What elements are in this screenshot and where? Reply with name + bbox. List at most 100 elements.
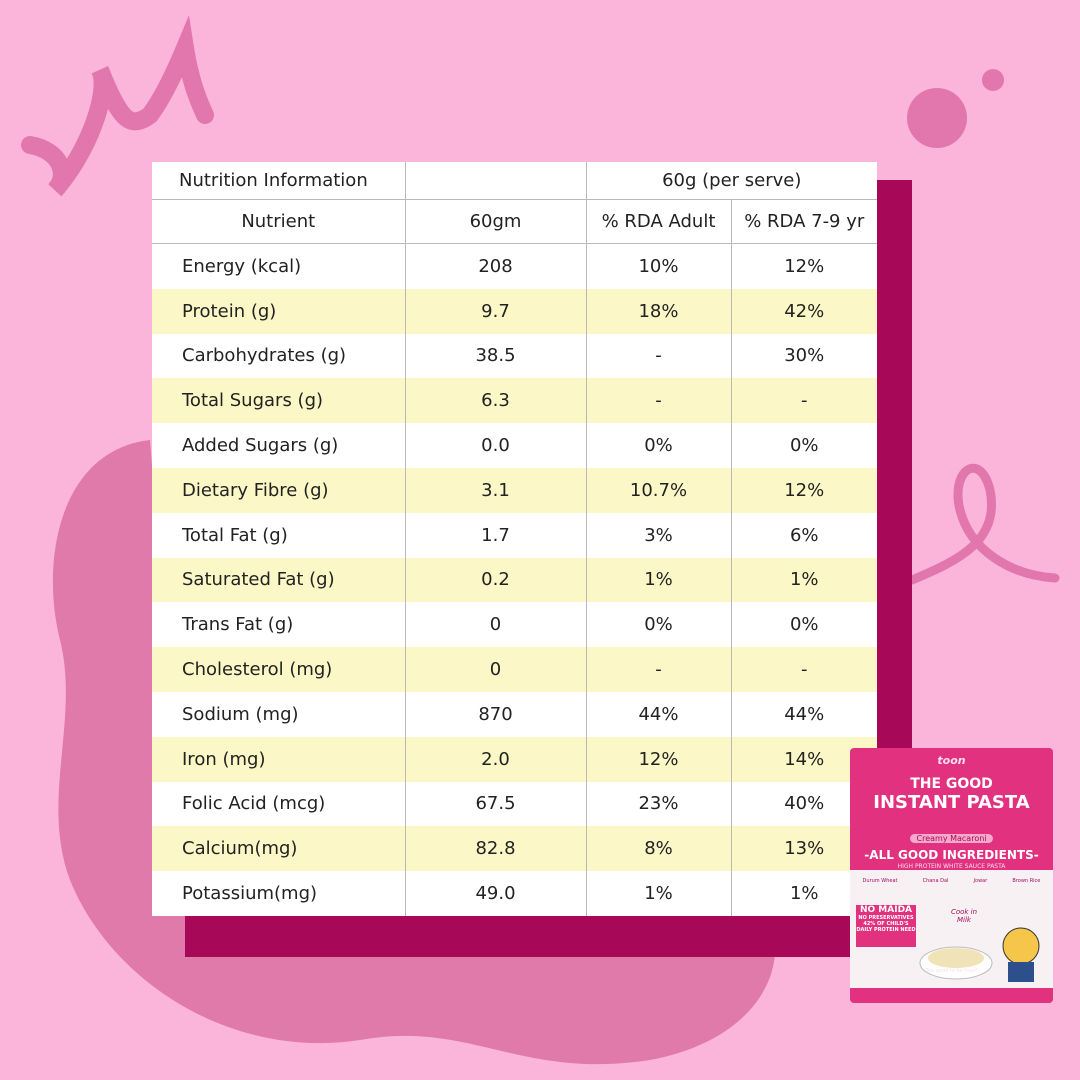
nutrient-name: Dietary Fibre (g) bbox=[152, 467, 406, 513]
nutrient-name: Total Fat (g) bbox=[152, 512, 406, 558]
pack-ingredients: Durum Wheat Chana Dal Jowar Brown Rice bbox=[850, 878, 1053, 884]
serve-header: 60g (per serve) bbox=[585, 162, 877, 200]
nutrient-value: 870 bbox=[405, 691, 587, 737]
nutrient-name: Total Sugars (g) bbox=[152, 378, 406, 424]
column-header: % RDA Adult bbox=[586, 199, 732, 244]
table-title: Nutrition Information bbox=[152, 162, 406, 200]
nutrient-value: - bbox=[586, 647, 732, 692]
nutrient-value: 44% bbox=[784, 703, 825, 725]
nutrition-table: Nutrition Information 60g (per serve) Nu… bbox=[152, 162, 877, 916]
table-row: Energy (kcal) 208 10% 12% bbox=[152, 243, 877, 289]
nutrient-value: 2.0 bbox=[405, 736, 587, 782]
nutrient-value: 10% bbox=[586, 243, 732, 289]
pack-headline: -ALL GOOD INGREDIENTS- bbox=[864, 848, 1039, 862]
nutrient-value: 1.7 bbox=[405, 512, 587, 558]
nutrient-value: 0% bbox=[789, 614, 819, 636]
nutrient-value: 38.5 bbox=[405, 333, 587, 379]
nutrient-value: 82.8 bbox=[405, 826, 587, 872]
nutrient-value: 1% bbox=[586, 871, 732, 916]
nutrient-value: 0 bbox=[405, 647, 587, 692]
nutrient-value: 208 bbox=[405, 243, 587, 289]
table-row: Dietary Fibre (g) 3.1 10.7% 12% bbox=[152, 467, 877, 513]
table-row: Added Sugars (g) 0.0 0% 0% bbox=[152, 423, 877, 468]
nutrient-value: 30% bbox=[784, 345, 825, 367]
nutrient-name: Calcium(mg) bbox=[152, 826, 406, 872]
dot bbox=[907, 88, 967, 148]
nutrient-name: Folic Acid (mcg) bbox=[152, 781, 406, 827]
dot bbox=[982, 69, 1004, 91]
nutrient-value: 0.2 bbox=[405, 557, 587, 603]
nutrient-name: Added Sugars (g) bbox=[152, 423, 406, 468]
table-row: Saturated Fat (g) 0.2 1% 1% bbox=[152, 557, 877, 603]
nutrient-value: 12% bbox=[784, 479, 825, 501]
table-row: Carbohydrates (g) 38.5- 30% bbox=[152, 333, 877, 379]
nutrient-name: Energy (kcal) bbox=[152, 243, 406, 289]
nutrient-value: 1% bbox=[789, 883, 819, 905]
nutrient-value: 23% bbox=[586, 781, 732, 827]
column-header: 60gm bbox=[405, 199, 587, 244]
empty-cell bbox=[405, 162, 586, 200]
table-row: Calcium(mg) 82.8 8% 13% bbox=[152, 826, 877, 872]
nutrient-name: Iron (mg) bbox=[152, 736, 406, 782]
nutrient-name: Cholesterol (mg) bbox=[152, 647, 406, 692]
squiggle bbox=[21, 15, 214, 197]
nutrient-name: Sodium (mg) bbox=[152, 691, 406, 737]
nutrient-value: 14% bbox=[784, 748, 825, 770]
header-row: Nutrition Information 60g (per serve) bbox=[152, 162, 877, 200]
nutrient-value: 9.7 bbox=[405, 288, 587, 334]
nutrient-value: 0% bbox=[789, 435, 819, 457]
table-row: Total Fat (g) 1.7 3% 6% bbox=[152, 512, 877, 558]
pack-variant: Creamy Macaroni bbox=[910, 834, 993, 843]
table-row: Cholesterol (mg) 0- - bbox=[152, 647, 877, 692]
table-row: Trans Fat (g) 0 0% 0% bbox=[152, 602, 877, 648]
ingredient: Brown Rice bbox=[1012, 878, 1041, 884]
badge-note: NO PRESERVATIVES bbox=[858, 915, 914, 921]
pasta bbox=[928, 948, 984, 968]
pack-line2: INSTANT PASTA bbox=[873, 792, 1030, 813]
column-header-row: Nutrient 60gm% RDA Adult% RDA 7-9 yr bbox=[152, 199, 877, 244]
nutrient-name: Protein (g) bbox=[152, 288, 406, 334]
nutrient-name: Saturated Fat (g) bbox=[152, 557, 406, 603]
ingredient: Jowar bbox=[973, 878, 988, 884]
nutrient-value: 8% bbox=[586, 826, 732, 872]
nutrient-value: 0 bbox=[405, 602, 587, 648]
nutrient-value: 0% bbox=[586, 602, 732, 648]
pack-brand: toon bbox=[937, 754, 966, 767]
pack-cook: Cook in Milk bbox=[950, 908, 978, 924]
pack-tagline: Too good to be true? bbox=[925, 968, 978, 974]
nutrient-value: 42% bbox=[784, 300, 825, 322]
nutrient-value: 40% bbox=[784, 793, 825, 815]
mascot-body bbox=[1008, 962, 1034, 982]
nutrient-value: 1% bbox=[789, 569, 819, 591]
nutrient-value: 6.3 bbox=[405, 378, 587, 424]
pack-line1: THE GOOD bbox=[910, 776, 993, 792]
nutrient-value: 0% bbox=[586, 423, 732, 468]
nutrient-value: - bbox=[801, 659, 808, 681]
table-row: Sodium (mg) 870 44% 44% bbox=[152, 691, 877, 737]
table-row: Protein (g) 9.7 18% 42% bbox=[152, 288, 877, 334]
nutrient-value: 49.0 bbox=[405, 871, 587, 916]
ribbon bbox=[907, 463, 1060, 585]
nutrient-name: Potassium(mg) bbox=[152, 871, 406, 916]
nutrient-value: 3.1 bbox=[405, 467, 587, 513]
mascot bbox=[1002, 927, 1040, 965]
table-row: Folic Acid (mcg) 67.5 23% 40% bbox=[152, 781, 877, 827]
pack-art bbox=[919, 927, 1040, 982]
nutrient-value: 67.5 bbox=[405, 781, 587, 827]
nutrient-value: - bbox=[801, 390, 808, 412]
nutrient-value: 13% bbox=[784, 838, 825, 860]
product-pack: toon THE GOOD INSTANT PASTA Creamy Macar… bbox=[850, 748, 1053, 1003]
nutrient-value: 10.7% bbox=[586, 467, 732, 513]
nutrient-value: 18% bbox=[586, 288, 732, 334]
nutrient-value: 1% bbox=[586, 557, 732, 603]
nutrient-value: 44% bbox=[586, 691, 732, 737]
nutrient-value: 0.0 bbox=[405, 423, 587, 468]
table-row: Total Sugars (g) 6.3- - bbox=[152, 378, 877, 424]
nutrient-value: 3% bbox=[586, 512, 732, 558]
nutrient-name: Carbohydrates (g) bbox=[152, 333, 406, 379]
nutrient-value: - bbox=[586, 378, 732, 424]
pack-subhead: HIGH PROTEIN WHITE SAUCE PASTA bbox=[897, 863, 1006, 870]
nutrient-value: 6% bbox=[789, 524, 819, 546]
nutrient-value: 12% bbox=[586, 736, 732, 782]
